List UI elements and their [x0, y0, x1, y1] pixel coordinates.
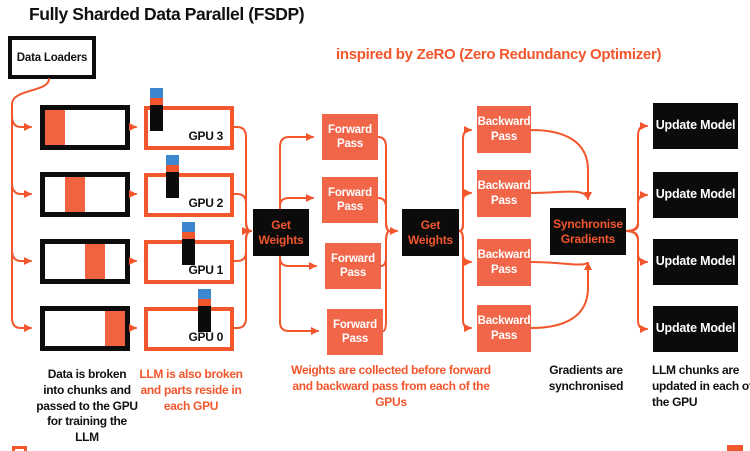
forward-pass-label: Forward Pass — [328, 123, 372, 150]
shard-black-segment — [198, 306, 211, 332]
data-chunk-segment — [65, 177, 85, 212]
data-chunk-segment — [45, 110, 65, 145]
update-model-label: Update Model — [655, 321, 736, 336]
shard-blue-segment — [198, 289, 211, 299]
data-chunk-box-gpu0 — [40, 306, 130, 351]
get-weights-label: Get Weights — [407, 217, 454, 247]
sync-gradients-node: Synchronise Gradients — [550, 208, 626, 255]
get-weights-label: Get Weights — [258, 217, 304, 247]
page-title: Fully Sharded Data Parallel (FSDP) — [29, 4, 305, 24]
backward-pass-node-2: Backward Pass — [477, 170, 531, 217]
gpu-label: GPU 3 — [188, 129, 223, 143]
data-chunk-segment — [105, 311, 125, 346]
forward-pass-label: Forward Pass — [333, 318, 377, 345]
shard-black-segment — [182, 239, 195, 265]
shard-orange-segment — [166, 165, 179, 172]
shard-blue-segment — [150, 88, 163, 98]
get-weights-node-2: Get Weights — [402, 209, 459, 256]
data-chunk-box-gpu1 — [40, 239, 130, 284]
shard-orange-segment — [150, 98, 163, 105]
shard-blue-segment — [166, 155, 179, 165]
cutoff-outline-square — [12, 446, 27, 451]
caption-llm-broken: LLM is also broken and parts reside in e… — [139, 367, 243, 413]
backward-pass-node-4: Backward Pass — [477, 305, 531, 352]
sync-gradients-label: Synchronise Gradients — [553, 216, 623, 246]
forward-pass-node-2: Forward Pass — [322, 177, 378, 223]
llm-shard-bar — [182, 222, 195, 265]
backward-pass-label: Backward Pass — [477, 116, 531, 143]
forward-pass-node-4: Forward Pass — [327, 309, 383, 355]
update-model-label: Update Model — [655, 254, 736, 269]
shard-blue-segment — [182, 222, 195, 232]
forward-pass-node-1: Forward Pass — [322, 114, 378, 160]
shard-black-segment — [166, 172, 179, 198]
backward-pass-node-1: Backward Pass — [477, 106, 531, 153]
gpu-box-0: GPU 0 — [144, 307, 234, 351]
llm-shard-bar — [150, 88, 163, 131]
backward-pass-node-3: Backward Pass — [477, 239, 531, 286]
backward-pass-label: Backward Pass — [477, 315, 531, 342]
get-weights-node-1: Get Weights — [253, 209, 309, 256]
gpu-box-2: GPU 2 — [144, 173, 234, 217]
caption-data-chunks: Data is broken into chunks and passed to… — [36, 367, 138, 445]
gpu-label: GPU 0 — [188, 330, 223, 344]
caption-llm-updated: LLM chunks are updated in each of the GP… — [652, 363, 750, 409]
llm-shard-bar — [166, 155, 179, 198]
forward-pass-label: Forward Pass — [328, 186, 372, 213]
update-model-label: Update Model — [655, 118, 736, 133]
shard-orange-segment — [182, 232, 195, 239]
subtitle: inspired by ZeRO (Zero Redundancy Optimi… — [336, 46, 662, 63]
backward-pass-label: Backward Pass — [477, 180, 531, 207]
data-loaders-box: Data Loaders — [8, 36, 96, 79]
shard-black-segment — [150, 105, 163, 131]
update-model-label: Update Model — [655, 187, 736, 202]
update-model-node-2: Update Model — [653, 172, 738, 218]
data-chunk-box-gpu2 — [40, 172, 130, 217]
forward-pass-label: Forward Pass — [331, 252, 375, 279]
caption-gradients-synced: Gradients are synchronised — [548, 363, 624, 393]
gpu-label: GPU 2 — [188, 196, 223, 210]
update-model-node-1: Update Model — [653, 103, 738, 149]
update-model-node-4: Update Model — [653, 306, 738, 352]
llm-shard-bar — [198, 289, 211, 332]
forward-pass-node-3: Forward Pass — [325, 243, 381, 289]
backward-pass-label: Backward Pass — [477, 249, 531, 276]
data-chunk-segment — [85, 244, 105, 279]
update-model-node-3: Update Model — [653, 239, 738, 285]
gpu-label: GPU 1 — [188, 263, 223, 277]
data-chunk-box-gpu3 — [40, 105, 130, 150]
caption-weights-collected: Weights are collected before forward and… — [291, 363, 491, 409]
cutoff-filled-square — [727, 445, 743, 451]
shard-orange-segment — [198, 299, 211, 306]
data-loaders-label: Data Loaders — [16, 51, 88, 64]
